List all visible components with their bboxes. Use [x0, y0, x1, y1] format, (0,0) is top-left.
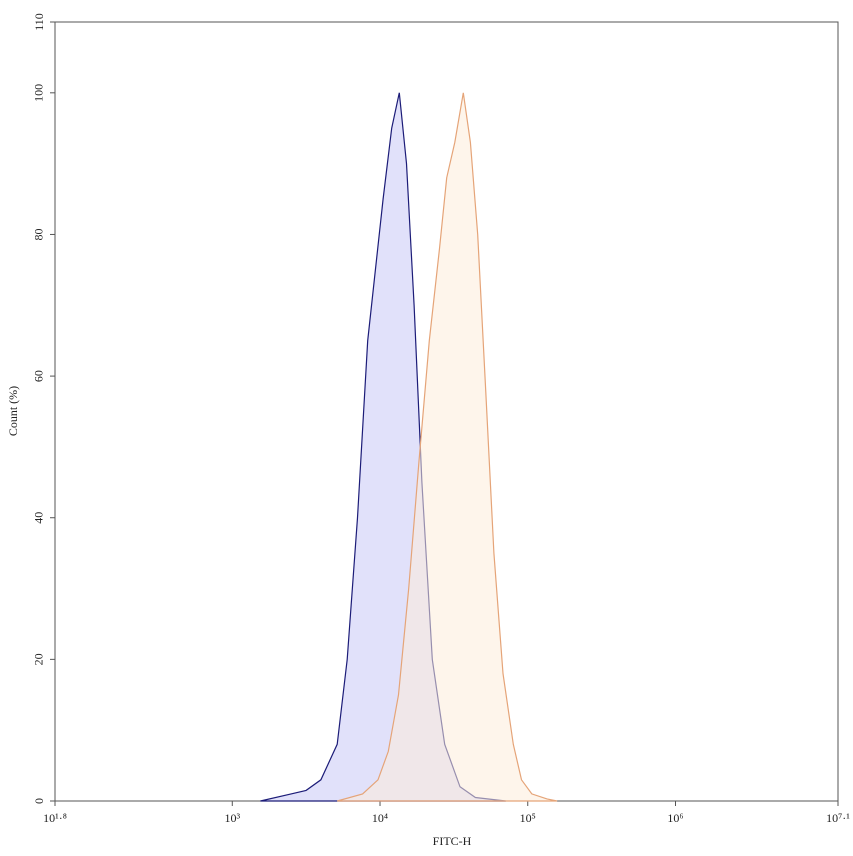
y-tick-label: 110 — [32, 13, 46, 31]
x-tick-label: 10¹·⁸ — [43, 811, 67, 825]
y-tick-label: 100 — [32, 84, 46, 102]
y-tick-label: 40 — [32, 512, 46, 524]
x-tick-label: 10⁴ — [372, 811, 388, 825]
x-tick-label: 10⁷·¹ — [826, 811, 850, 825]
y-axis-label: Count (%) — [6, 386, 20, 436]
x-axis-label: FITC-H — [433, 834, 472, 848]
histogram-area — [337, 92, 558, 802]
y-tick-label: 20 — [32, 653, 46, 665]
x-tick-label: 10⁵ — [520, 811, 536, 825]
y-tick-label: 0 — [32, 798, 46, 804]
x-tick-label: 10³ — [224, 811, 240, 825]
y-tick-label: 80 — [32, 228, 46, 240]
y-tick-label: 60 — [32, 370, 46, 382]
x-tick-label: 10⁶ — [667, 811, 683, 825]
